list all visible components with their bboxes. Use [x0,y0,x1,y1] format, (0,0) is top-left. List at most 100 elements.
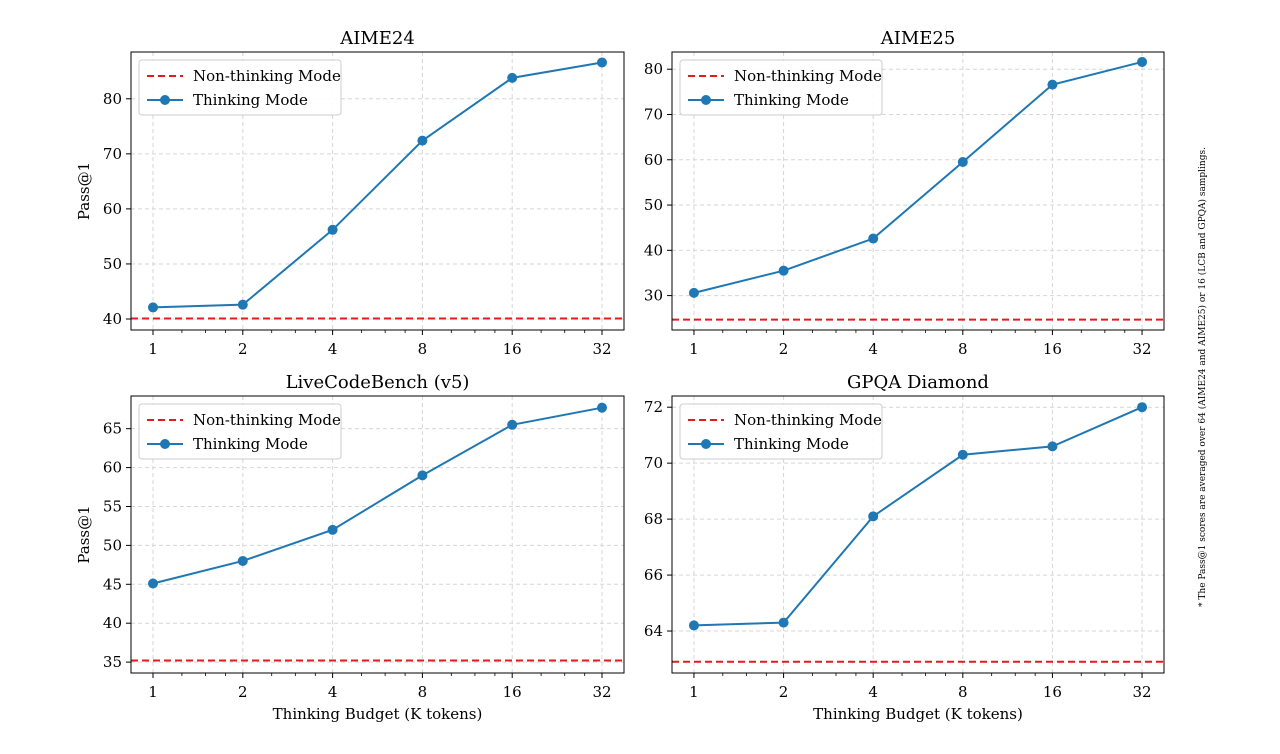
thinking-point [868,511,879,522]
x-tick-label: 32 [1132,683,1151,701]
thinking-point [327,524,338,535]
figure-note-text: * The Pass@1 scores are averaged over 64… [1198,147,1208,607]
x-tick-label: 32 [592,340,611,358]
legend-marker-thinking [160,439,170,449]
y-tick-label: 68 [644,510,663,528]
thinking-point [327,224,338,235]
legend-label: Thinking Mode [193,435,308,453]
chart-panel-2: 1 2 4 8 16 32 30 40 50 60 70 80 AIME25 Non-thinking M… [644,28,1165,358]
thinking-point [148,302,159,313]
thinking-point [868,233,879,244]
x-tick-label: 16 [503,683,522,701]
thinking-point [417,135,428,146]
thinking-point [688,620,699,631]
thinking-point [1137,56,1148,67]
x-tick-label: 2 [779,683,789,701]
legend-box [138,59,342,116]
y-tick-label: 66 [644,566,663,584]
plot-frame [671,395,1165,674]
thinking-point [507,72,518,83]
x-tick-label: 8 [418,340,428,358]
y-tick-label: 40 [103,614,122,632]
x-tick-label: 4 [868,340,878,358]
chart-title: AIME24 [339,28,415,49]
thinking-point [1137,402,1148,413]
thinking-point [417,470,428,481]
y-tick-label: 50 [103,255,122,273]
thinking-point [1047,441,1058,452]
y-tick-label: 64 [644,622,663,640]
thinking-point [237,555,248,566]
y-tick-label: 80 [103,90,122,108]
y-tick-label: 80 [644,60,663,78]
y-tick-label: 40 [103,310,122,328]
thinking-line [152,61,603,309]
y-tick-label: 50 [103,536,122,554]
thinking-line [693,406,1143,627]
x-tick-label: 2 [238,683,248,701]
x-tick-label: 2 [779,340,789,358]
y-tick-label: 60 [644,151,663,169]
x-tick-label: 2 [238,340,248,358]
thinking-point [148,578,159,589]
chart-title: AIME25 [880,28,956,49]
y-tick-label: 30 [644,287,663,305]
y-tick-label: 60 [103,459,122,477]
chart-panel-1: 1 2 4 8 16 32 40 50 60 70 80 AIME24 Pass@1 Non-thinki… [75,28,625,358]
y-tick-label: 55 [103,497,122,515]
y-axis-label: Pass@1 [75,505,93,563]
y-axis-label: Pass@1 [75,162,93,220]
legend-box [679,403,883,460]
x-tick-label: 32 [1132,340,1151,358]
plot-frame [130,51,625,331]
x-tick-label: 8 [418,683,428,701]
chart-panel-3: 1 2 4 8 16 32 35 40 45 50 55 60 65 LiveCodeBench (v5)… [75,372,625,723]
legend-label: Non-thinking Mode [734,67,882,85]
legend-marker-thinking [160,95,170,105]
chart-panel-4: 1 2 4 8 16 32 64 66 68 70 72 GPQA Diamond Thinking B… [644,372,1165,723]
y-tick-label: 70 [103,145,122,163]
x-tick-label: 1 [689,340,699,358]
x-tick-label: 16 [503,340,522,358]
y-tick-label: 50 [644,196,663,214]
thinking-line [152,406,603,585]
chart-title: GPQA Diamond [847,372,989,393]
thinking-point [688,287,699,298]
legend-marker-thinking [701,95,711,105]
thinking-point [596,402,607,413]
y-tick-label: 35 [103,653,122,671]
plot-frame [671,51,1165,331]
x-tick-label: 1 [148,683,158,701]
legend-label: Thinking Mode [734,91,849,109]
thinking-point [957,157,968,168]
y-tick-label: 70 [644,105,663,123]
y-tick-label: 40 [644,241,663,259]
legend-label: Thinking Mode [193,91,308,109]
legend-marker-thinking [701,439,711,449]
x-tick-label: 16 [1043,340,1062,358]
legend-label: Non-thinking Mode [734,411,882,429]
x-tick-label: 4 [328,340,338,358]
x-tick-label: 32 [592,683,611,701]
thinking-point [778,265,789,276]
thinking-point [237,299,248,310]
y-tick-label: 60 [103,200,122,218]
chart-title: LiveCodeBench (v5) [286,372,470,393]
legend-label: Non-thinking Mode [193,67,341,85]
y-tick-label: 65 [103,420,122,438]
thinking-point [596,57,607,68]
legend-label: Thinking Mode [734,435,849,453]
y-tick-label: 70 [644,454,663,472]
y-tick-label: 45 [103,575,122,593]
thinking-point [778,617,789,628]
legend-box [138,403,342,460]
x-tick-label: 8 [958,340,968,358]
thinking-point [507,419,518,430]
legend-label: Non-thinking Mode [193,411,341,429]
thinking-point [957,449,968,460]
x-tick-label: 1 [689,683,699,701]
x-axis-label: Thinking Budget (K tokens) [813,705,1023,723]
y-tick-label: 72 [644,398,663,416]
x-axis-label: Thinking Budget (K tokens) [273,705,483,723]
